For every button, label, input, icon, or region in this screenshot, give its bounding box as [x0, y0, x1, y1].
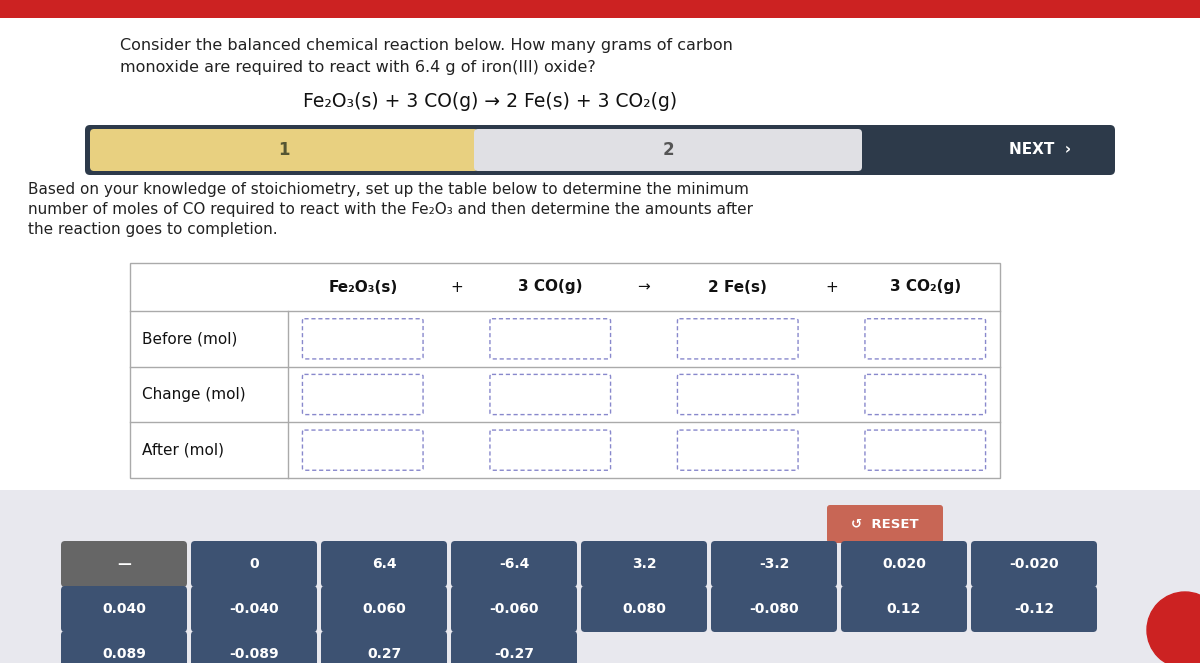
- FancyBboxPatch shape: [865, 319, 985, 359]
- Text: 2: 2: [662, 141, 674, 159]
- Text: -6.4: -6.4: [499, 557, 529, 571]
- FancyBboxPatch shape: [865, 375, 985, 414]
- Text: +: +: [826, 280, 838, 294]
- Text: Change (mol): Change (mol): [142, 387, 246, 402]
- FancyBboxPatch shape: [474, 129, 862, 171]
- Text: 0.27: 0.27: [367, 647, 401, 661]
- FancyBboxPatch shape: [678, 430, 798, 470]
- FancyBboxPatch shape: [61, 586, 187, 632]
- Text: +: +: [450, 280, 463, 294]
- Text: Fe₂O₃(s): Fe₂O₃(s): [328, 280, 397, 294]
- FancyBboxPatch shape: [302, 430, 424, 470]
- FancyBboxPatch shape: [322, 586, 446, 632]
- Text: -0.27: -0.27: [494, 647, 534, 661]
- Text: —: —: [118, 557, 131, 571]
- Text: Before (mol): Before (mol): [142, 332, 238, 346]
- Text: 0.089: 0.089: [102, 647, 146, 661]
- Text: -0.12: -0.12: [1014, 602, 1054, 616]
- FancyBboxPatch shape: [710, 586, 838, 632]
- FancyBboxPatch shape: [678, 319, 798, 359]
- FancyBboxPatch shape: [61, 541, 187, 587]
- Text: the reaction goes to completion.: the reaction goes to completion.: [28, 222, 277, 237]
- FancyBboxPatch shape: [490, 375, 611, 414]
- Text: 2 Fe(s): 2 Fe(s): [708, 280, 767, 294]
- Text: 0.080: 0.080: [622, 602, 666, 616]
- Text: ↺  RESET: ↺ RESET: [851, 518, 919, 530]
- FancyBboxPatch shape: [678, 375, 798, 414]
- Text: -0.040: -0.040: [229, 602, 278, 616]
- FancyBboxPatch shape: [490, 430, 611, 470]
- FancyBboxPatch shape: [971, 541, 1097, 587]
- FancyBboxPatch shape: [191, 631, 317, 663]
- FancyBboxPatch shape: [191, 541, 317, 587]
- Text: 1: 1: [278, 141, 289, 159]
- Text: 0.020: 0.020: [882, 557, 926, 571]
- FancyBboxPatch shape: [61, 631, 187, 663]
- FancyBboxPatch shape: [90, 129, 478, 171]
- Text: monoxide are required to react with 6.4 g of iron(III) oxide?: monoxide are required to react with 6.4 …: [120, 60, 595, 75]
- FancyBboxPatch shape: [322, 631, 446, 663]
- Text: Based on your knowledge of stoichiometry, set up the table below to determine th: Based on your knowledge of stoichiometry…: [28, 182, 749, 197]
- Text: Fe₂O₃(s) + 3 CO(g) → 2 Fe(s) + 3 CO₂(g): Fe₂O₃(s) + 3 CO(g) → 2 Fe(s) + 3 CO₂(g): [302, 92, 677, 111]
- Text: 0: 0: [250, 557, 259, 571]
- Bar: [130, 263, 1000, 478]
- FancyBboxPatch shape: [827, 505, 943, 543]
- Text: -0.080: -0.080: [749, 602, 799, 616]
- FancyBboxPatch shape: [490, 319, 611, 359]
- Text: 3 CO₂(g): 3 CO₂(g): [889, 280, 961, 294]
- Bar: [0, 490, 1200, 663]
- FancyBboxPatch shape: [710, 541, 838, 587]
- Text: 6.4: 6.4: [372, 557, 396, 571]
- FancyBboxPatch shape: [865, 430, 985, 470]
- FancyBboxPatch shape: [451, 541, 577, 587]
- Text: number of moles of CO required to react with the Fe₂O₃ and then determine the am: number of moles of CO required to react …: [28, 202, 754, 217]
- Text: 0.12: 0.12: [887, 602, 922, 616]
- FancyBboxPatch shape: [85, 125, 1115, 175]
- FancyBboxPatch shape: [302, 375, 424, 414]
- Text: 3.2: 3.2: [631, 557, 656, 571]
- Circle shape: [1147, 592, 1200, 663]
- Text: -0.020: -0.020: [1009, 557, 1058, 571]
- FancyBboxPatch shape: [581, 541, 707, 587]
- FancyBboxPatch shape: [302, 319, 424, 359]
- Text: -0.060: -0.060: [490, 602, 539, 616]
- FancyBboxPatch shape: [191, 586, 317, 632]
- Text: -3.2: -3.2: [758, 557, 790, 571]
- Text: 0.060: 0.060: [362, 602, 406, 616]
- Text: 3 CO(g): 3 CO(g): [518, 280, 582, 294]
- FancyBboxPatch shape: [322, 541, 446, 587]
- Text: 0.040: 0.040: [102, 602, 146, 616]
- Text: -0.089: -0.089: [229, 647, 278, 661]
- Text: After (mol): After (mol): [142, 443, 224, 457]
- FancyBboxPatch shape: [841, 541, 967, 587]
- Text: Consider the balanced chemical reaction below. How many grams of carbon: Consider the balanced chemical reaction …: [120, 38, 733, 53]
- Bar: [0, 0, 1200, 18]
- FancyBboxPatch shape: [971, 586, 1097, 632]
- Text: NEXT  ›: NEXT ›: [1009, 143, 1072, 158]
- FancyBboxPatch shape: [451, 631, 577, 663]
- FancyBboxPatch shape: [841, 586, 967, 632]
- FancyBboxPatch shape: [451, 586, 577, 632]
- Text: →: →: [637, 280, 650, 294]
- FancyBboxPatch shape: [581, 586, 707, 632]
